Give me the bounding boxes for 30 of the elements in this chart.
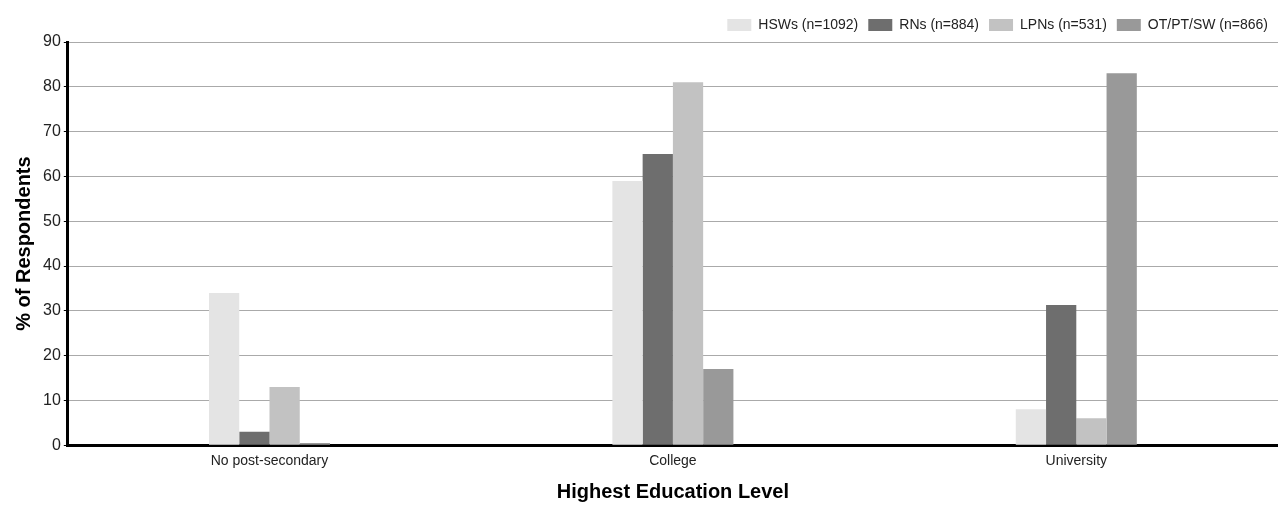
y-tick-label: 70 <box>43 122 61 140</box>
y-tick-label: 0 <box>51 435 61 453</box>
legend-label: OT/PT/SW (n=866) <box>1147 15 1269 32</box>
bar <box>612 180 643 445</box>
x-tick-label: College <box>649 452 697 469</box>
legend-label: HSWs (n=1092) <box>758 15 859 32</box>
bar <box>1076 418 1107 445</box>
bar <box>269 386 300 445</box>
y-tick-label: 20 <box>43 346 61 364</box>
x-tick-label: University <box>1045 452 1108 469</box>
y-tick-label: 60 <box>43 166 61 184</box>
x-axis-title: Highest Education Level <box>556 479 790 502</box>
legend-label: LPNs (n=531) <box>1020 15 1107 32</box>
legend-label: RNs (n=884) <box>899 15 980 32</box>
y-axis-title: % of Respondents <box>11 156 34 331</box>
x-tick-label: No post-secondary <box>210 452 329 469</box>
bar <box>672 82 704 445</box>
bar <box>642 154 673 445</box>
y-tick-label: 30 <box>43 301 61 319</box>
bar <box>1106 73 1137 445</box>
y-tick-label: 40 <box>43 256 61 274</box>
bar <box>208 292 240 445</box>
bar <box>1046 304 1077 445</box>
bar <box>703 369 734 445</box>
y-tick-label: 90 <box>43 32 61 50</box>
y-tick-label: 10 <box>43 390 61 408</box>
bar <box>1015 409 1047 445</box>
y-tick-label: 80 <box>43 77 61 95</box>
y-tick-label: 50 <box>43 211 61 229</box>
bar <box>239 431 270 445</box>
